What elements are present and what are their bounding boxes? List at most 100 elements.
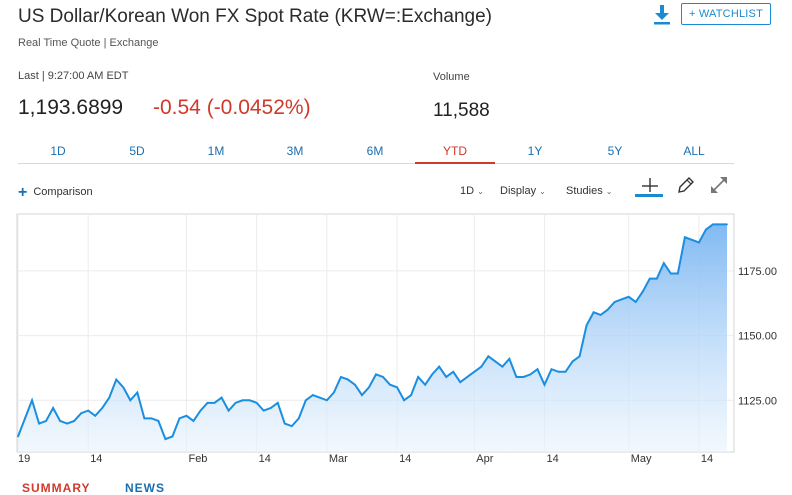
tab-3m[interactable]: 3M [286,144,304,158]
data-point [340,376,342,378]
data-point [571,360,574,363]
quote-source: Real Time Quote | Exchange [18,37,159,49]
x-tick-label: Apr [476,453,493,465]
data-point [192,420,195,422]
data-point [501,365,504,368]
data-point [508,357,511,360]
data-point [38,422,40,425]
data-point [368,386,370,389]
data-point [178,417,181,420]
x-tick-label: 14 [90,453,102,465]
data-point [31,399,33,402]
data-point [662,262,665,265]
data-point [613,301,616,303]
data-point [634,301,637,303]
comparison-label: Comparison [33,186,93,198]
tab-summary[interactable]: SUMMARY [22,481,91,495]
x-tick-label: 14 [701,453,713,465]
data-point [150,417,153,420]
data-point [410,394,413,396]
range-tabs: 1D 5D 1M 3M 6M YTD 1Y 5Y ALL [18,143,734,164]
data-point [403,399,405,402]
data-point [655,277,658,280]
data-point [354,383,356,386]
plus-icon: + [18,184,28,201]
display-label: Display [500,185,537,197]
data-point [564,370,567,373]
last-update-label: Last | 9:27:00 AM EDT [18,70,129,82]
watchlist-button[interactable]: + WATCHLIST [681,3,771,25]
data-point [234,401,237,404]
tab-5d[interactable]: 5D [129,144,145,158]
y-tick-label: 1125.00 [738,395,777,407]
data-point [129,399,132,402]
data-point [66,422,69,425]
data-point [431,373,434,376]
tab-all[interactable]: ALL [683,144,705,158]
data-point [297,417,300,420]
display-dropdown[interactable]: Display ⌄ [500,185,546,197]
data-point [487,355,490,358]
crosshair-icon[interactable] [634,176,664,198]
tab-1y[interactable]: 1Y [527,144,543,158]
tab-5y[interactable]: 5Y [607,144,623,158]
price-chart[interactable]: 1125.00 1150.00 1175.00 19 14 Feb 14 Mar 14 Apr 1… [0,210,792,480]
data-point [641,290,644,293]
data-point [466,376,469,378]
interval-dropdown[interactable]: 1D ⌄ [460,185,484,197]
data-point [480,365,483,368]
data-point [705,228,707,231]
data-point [417,376,420,378]
data-point [683,236,686,239]
x-tick-label: Mar [329,453,348,465]
data-point [515,376,518,378]
data-point [94,414,97,417]
data-point [283,422,286,425]
page-title: US Dollar/Korean Won FX Spot Rate (KRW=:… [18,6,492,27]
data-point [136,391,139,394]
data-point [522,376,525,378]
data-point [424,383,427,386]
pencil-icon[interactable] [676,175,696,195]
data-point [691,238,693,241]
tab-1d[interactable]: 1D [50,144,66,158]
data-point [101,407,104,409]
data-point [712,223,714,226]
data-point [445,376,448,378]
data-point [669,272,672,275]
data-point [227,409,230,412]
data-point [17,435,19,438]
data-point [719,223,721,226]
data-point [199,409,202,412]
tab-news[interactable]: NEWS [125,481,165,495]
data-point [529,373,532,376]
comparison-button[interactable]: + Comparison [18,184,93,202]
data-point [325,399,328,402]
data-point [80,412,83,415]
data-point [220,396,223,399]
download-icon[interactable] [652,3,672,25]
data-point [87,409,90,412]
data-point [627,295,630,298]
data-point [698,241,700,244]
price-change: -0.54 (-0.0452%) [153,96,311,119]
expand-icon[interactable] [708,174,730,196]
data-point [276,401,279,404]
data-point [396,386,398,389]
studies-dropdown[interactable]: Studies ⌄ [566,185,612,197]
data-point [59,420,62,422]
data-point [578,355,581,358]
tab-ytd[interactable]: YTD [415,143,495,164]
tab-6m[interactable]: 6M [366,144,384,158]
data-point [676,272,679,275]
data-point [122,386,125,389]
data-point [726,223,728,226]
data-point [438,365,441,368]
data-point [108,396,111,399]
tab-1m[interactable]: 1M [207,144,225,158]
data-point [171,435,174,438]
data-point [304,399,307,402]
data-point [213,401,216,404]
data-point [241,399,244,402]
data-point [536,368,539,371]
